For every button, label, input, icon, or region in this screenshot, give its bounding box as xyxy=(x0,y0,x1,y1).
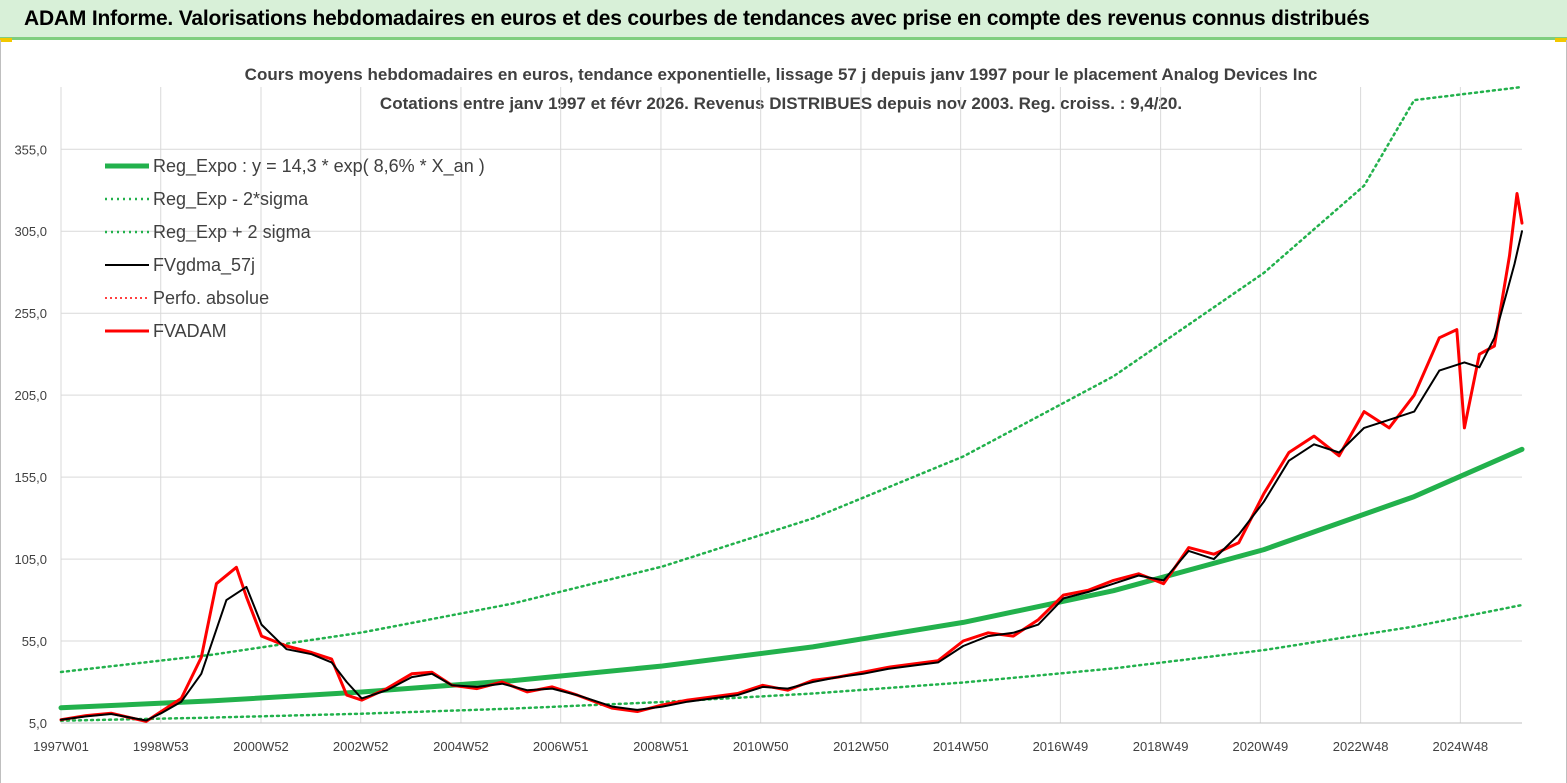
x-tick-label: 2006W51 xyxy=(533,739,589,754)
chart-title-line1: Cours moyens hebdomadaires en euros, ten… xyxy=(245,65,1318,84)
x-tick-label: 2016W49 xyxy=(1033,739,1089,754)
y-tick-label: 205,0 xyxy=(14,388,47,403)
series-line-1 xyxy=(59,603,1524,722)
legend: Reg_Expo : y = 14,3 * exp( 8,6% * X_an )… xyxy=(105,156,485,341)
x-tick-label: 1998W53 xyxy=(133,739,189,754)
legend-label: Perfo. absolue xyxy=(153,288,269,308)
legend-label: Reg_Exp + 2 sigma xyxy=(153,222,312,243)
banner-title: ADAM Informe. Valorisations hebdomadaire… xyxy=(24,7,1370,30)
series-line-3 xyxy=(60,230,1523,722)
corner-mark-left xyxy=(0,38,12,42)
chart: Cours moyens hebdomadaires en euros, ten… xyxy=(14,65,1525,754)
grid xyxy=(60,87,1522,724)
x-tick-label: 2022W48 xyxy=(1333,739,1389,754)
series-line-2 xyxy=(59,85,1524,674)
header-banner: ADAM Informe. Valorisations hebdomadaire… xyxy=(0,0,1567,40)
y-axis-ticks: 5,0 55,0 105,0 155,0 205,0 255,0 305,0 355,0 xyxy=(14,142,47,731)
series-group xyxy=(58,85,1525,723)
legend-label: FVgdma_57j xyxy=(153,255,255,276)
x-tick-label: 2012W50 xyxy=(833,739,889,754)
corner-mark-right xyxy=(1555,38,1567,42)
y-tick-label: 305,0 xyxy=(14,224,47,239)
y-tick-label: 255,0 xyxy=(14,306,47,321)
y-tick-label: 155,0 xyxy=(14,470,47,485)
x-tick-label: 1997W01 xyxy=(33,739,89,754)
x-tick-label: 2002W52 xyxy=(333,739,389,754)
x-tick-label: 2008W51 xyxy=(633,739,689,754)
x-tick-label: 2018W49 xyxy=(1133,739,1189,754)
x-tick-label: 2014W50 xyxy=(933,739,989,754)
x-tick-label: 2024W48 xyxy=(1433,739,1489,754)
x-tick-label: 2020W49 xyxy=(1233,739,1289,754)
chart-title-line2: Cotations entre janv 1997 et févr 2026. … xyxy=(380,94,1182,113)
y-tick-label: 55,0 xyxy=(22,634,47,649)
y-tick-label: 5,0 xyxy=(29,716,47,731)
y-tick-label: 355,0 xyxy=(14,142,47,157)
x-tick-label: 2004W52 xyxy=(433,739,489,754)
x-tick-label: 2000W52 xyxy=(233,739,289,754)
x-axis-ticks: 1997W01 1998W53 2000W52 2002W52 2004W52 2006W… xyxy=(33,739,1488,754)
legend-label: FVADAM xyxy=(153,321,227,341)
y-tick-label: 105,0 xyxy=(14,552,47,567)
legend-label: Reg_Expo : y = 14,3 * exp( 8,6% * X_an ) xyxy=(153,156,485,177)
chart-frame: Cours moyens hebdomadaires en euros, ten… xyxy=(0,40,1567,783)
series-line-0 xyxy=(58,446,1525,711)
legend-label: Reg_Exp - 2*sigma xyxy=(153,189,309,210)
x-tick-label: 2010W50 xyxy=(733,739,789,754)
